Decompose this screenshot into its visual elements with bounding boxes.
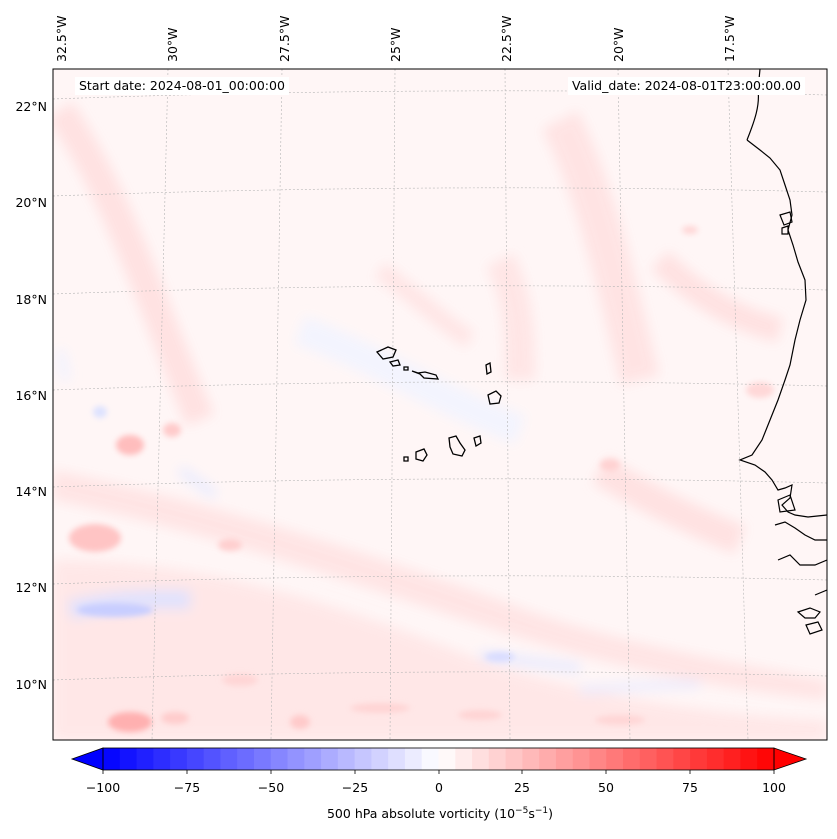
- colorbar-cell: [706, 748, 725, 770]
- colorbar-cell: [589, 748, 607, 770]
- colorbar-title-exponent: −5: [515, 806, 529, 816]
- island-sal: [485, 362, 492, 375]
- colorbar-cell: [119, 748, 138, 770]
- colorbar-cell: [337, 748, 356, 770]
- start-date-label: Start date: 2024-08-01_00:00:00: [75, 77, 289, 95]
- colorbar-cell: [304, 748, 322, 770]
- colorbar-tick-label: 100: [762, 780, 786, 795]
- colorbar-tick-labels: −100 −75 −50 −25 0 25 50 75 100: [86, 780, 786, 795]
- colorbar-cell: [623, 748, 641, 770]
- lon-label: 32.5°W: [54, 16, 69, 62]
- colorbar-cell: [404, 748, 423, 770]
- colorbar-cell: [740, 748, 758, 770]
- colorbar-tick-label: −100: [86, 780, 120, 795]
- island-sao-vicente: [388, 359, 401, 367]
- colorbar-cell: [723, 748, 742, 770]
- island-maio: [473, 435, 482, 448]
- colorbar-tick-label: 25: [514, 780, 530, 795]
- lon-label: 30°W: [165, 27, 180, 62]
- colorbar-cell: [388, 748, 406, 770]
- colorbar-title: 500 hPa absolute vorticity (10−5s−1): [0, 806, 837, 821]
- colorbar: −100 −75 −50 −25 0 25 50 75 100: [70, 747, 808, 795]
- colorbar-cell: [673, 748, 691, 770]
- island-santiago: [448, 435, 466, 457]
- colorbar-ticks: [102, 770, 775, 774]
- colorbar-cell: [287, 748, 305, 770]
- longitude-labels: 32.5°W 30°W 27.5°W 25°W 22.5°W 20°W 17.5…: [54, 16, 737, 62]
- colorbar-cell: [421, 748, 440, 770]
- colorbar-cell: [472, 748, 490, 770]
- colorbar-cell: [237, 748, 255, 770]
- colorbar-cell: [354, 748, 373, 770]
- colorbar-cell: [572, 748, 591, 770]
- colorbar-outline: [102, 747, 775, 771]
- colorbar-cell: [639, 748, 658, 770]
- colorbar-cells: [103, 748, 775, 770]
- lon-label: 20°W: [611, 27, 626, 62]
- lat-label: 22°N: [15, 99, 47, 114]
- latitude-labels: 22°N 20°N 18°N 16°N 14°N 12°N 10°N: [15, 99, 47, 692]
- colorbar-cell: [757, 748, 775, 770]
- lon-label: 27.5°W: [277, 16, 292, 62]
- island-sao-nicolau: [411, 370, 440, 380]
- colorbar-cell: [153, 748, 171, 770]
- colorbar-arrow-max: [773, 747, 808, 771]
- island-fogo: [415, 448, 428, 462]
- colorbar-cell: [270, 748, 289, 770]
- colorbar-cell: [606, 748, 624, 770]
- island-boa-vista: [487, 390, 502, 405]
- lon-label: 17.5°W: [722, 16, 737, 62]
- colorbar-cell: [220, 748, 238, 770]
- colorbar-tick-label: −25: [342, 780, 368, 795]
- colorbar-cell: [203, 748, 222, 770]
- colorbar-tick-label: 50: [598, 780, 614, 795]
- colorbar-title-text: 500 hPa absolute vorticity (10: [326, 806, 516, 822]
- colorbar-cell: [455, 748, 473, 770]
- colorbar-cell: [505, 748, 523, 770]
- valid-date-label: Valid_date: 2024-08-01T23:00:00.00: [567, 77, 805, 95]
- colorbar-cell: [186, 748, 205, 770]
- island-brava: [403, 456, 409, 462]
- lat-label: 14°N: [15, 484, 47, 499]
- lat-label: 12°N: [15, 580, 47, 595]
- lon-label: 25°W: [388, 27, 403, 62]
- colorbar-tick-label: 0: [435, 780, 443, 795]
- lat-label: 20°N: [15, 195, 47, 210]
- colorbar-cell: [522, 748, 540, 770]
- colorbar-cell: [555, 748, 574, 770]
- colorbar-cell: [539, 748, 557, 770]
- island-santa-luzia: [403, 366, 409, 371]
- coastline: [738, 69, 827, 635]
- colorbar-cell: [438, 748, 456, 770]
- colorbar-cell: [371, 748, 389, 770]
- colorbar-cell: [103, 748, 121, 770]
- colorbar-cell: [321, 748, 339, 770]
- colorbar-arrow-min: [70, 747, 104, 771]
- colorbar-cell: [656, 748, 674, 770]
- colorbar-cell: [690, 748, 708, 770]
- colorbar-title-close: ): [548, 806, 553, 822]
- map-frame: [52, 68, 828, 741]
- cabo-verde-islands: [375, 346, 502, 462]
- colorbar-tick-label: −50: [258, 780, 284, 795]
- map-panel: [52, 68, 828, 741]
- colorbar-title-unit: s: [528, 806, 535, 822]
- colorbar-cell: [136, 748, 154, 770]
- lat-label: 16°N: [15, 388, 47, 403]
- colorbar-cell: [170, 748, 188, 770]
- colorbar-cell: [488, 748, 507, 770]
- colorbar-tick-label: −75: [174, 780, 200, 795]
- colorbar-tick-label: 75: [682, 780, 698, 795]
- colorbar-title-exponent: −1: [534, 806, 549, 816]
- vorticity-field: [53, 101, 827, 740]
- island-santo-antao: [375, 346, 397, 360]
- colorbar-cell: [253, 748, 272, 770]
- lat-label: 10°N: [15, 677, 47, 692]
- lat-label: 18°N: [15, 292, 47, 307]
- lon-label: 22.5°W: [499, 16, 514, 62]
